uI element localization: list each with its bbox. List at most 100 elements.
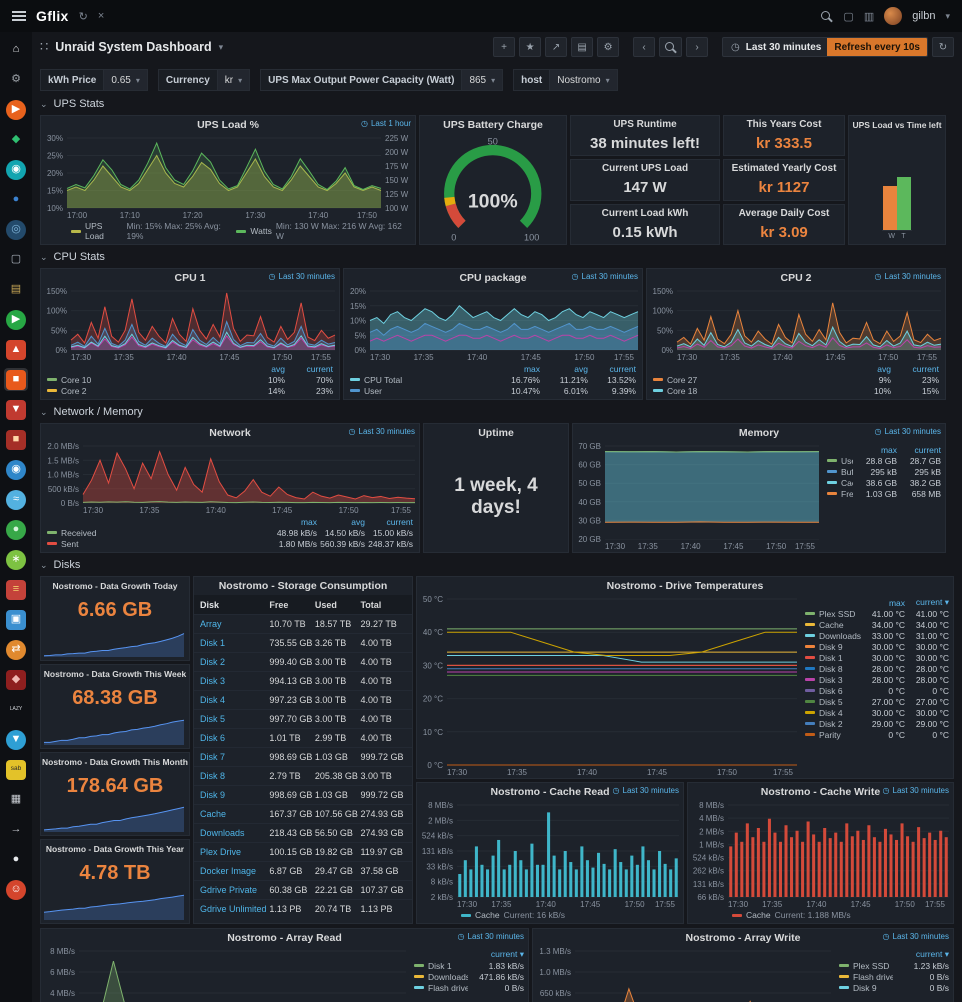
sidebar-item[interactable]: ∗: [4, 548, 28, 571]
sidebar-item[interactable]: ▦: [4, 788, 28, 811]
sidebar-item[interactable]: ≈: [4, 488, 28, 511]
legend-row[interactable]: Disk 3 28.00 °C 28.00 °C: [805, 674, 949, 685]
panel-header[interactable]: Nostromo - Array Write ◷ Last 30 minutes: [533, 929, 953, 947]
table-header-row[interactable]: Disk Free Used Total: [194, 595, 412, 614]
network-chart[interactable]: 0 B/s 500 kB/s 1.0 MB/s 1.5 MB/s 2.0 MB/s 17:…: [41, 442, 419, 516]
variable-value-dropdown[interactable]: kr ▾: [217, 69, 251, 91]
sidebar-item[interactable]: ◉: [4, 158, 28, 181]
sidebar-item[interactable]: ☺: [4, 878, 28, 901]
dashboards-grid-icon[interactable]: ∷: [40, 39, 49, 54]
legend-item[interactable]: UPS Load Min: 15% Max: 25% Avg: 19%: [71, 221, 236, 241]
legend-item[interactable]: Watts Min: 130 W Max: 216 W Avg: 162 W: [236, 221, 407, 241]
legend-row[interactable]: Plex SSD 41.00 °C 41.00 °C: [805, 608, 949, 619]
dashboard-action-button[interactable]: ★: [519, 37, 542, 57]
refresh-interval-label[interactable]: Refresh every 10s: [827, 38, 927, 56]
avatar[interactable]: [884, 7, 903, 25]
panel-header[interactable]: Uptime: [424, 424, 568, 442]
panel-header[interactable]: Nostromo - Array Read ◷ Last 30 minutes: [41, 929, 528, 947]
dashboard-action-button[interactable]: ▤: [571, 37, 594, 57]
variable-chip[interactable]: UPS Max Output Power Capacity (Watt) 865…: [260, 69, 504, 91]
panel-header[interactable]: Nostromo - Cache Write ◷ Last 30 minutes: [688, 783, 953, 801]
legend-row[interactable]: CPU Total 16.76% 11.21% 13.52%: [350, 374, 636, 385]
legend-row[interactable]: Disk 9 30.00 °C 30.00 °C: [805, 641, 949, 652]
cache-read-chart[interactable]: 2 kB/s 8 kB/s 33 kB/s 131 kB/s 524 kB/s 2 MB/…: [417, 801, 683, 910]
sidebar-item[interactable]: ⇄: [4, 638, 28, 661]
sidebar-item[interactable]: ◉: [4, 458, 28, 481]
panel-header[interactable]: UPS Load % ◷ Last 1 hour: [41, 116, 415, 134]
sidebar-item[interactable]: ◆: [4, 128, 28, 151]
cpu2-chart[interactable]: 0% 50% 100% 150% 17:30 17:35 17:40 17:45 17:50 17…: [647, 287, 945, 363]
row-header-disks[interactable]: ⌄ Disks: [40, 557, 954, 573]
panel-header[interactable]: CPU 2 ◷ Last 30 minutes: [647, 269, 945, 287]
sidebar-item[interactable]: ▼: [4, 728, 28, 751]
legend-item[interactable]: Cache Current: 1.188 MB/s: [732, 910, 851, 920]
dashboard-action-button[interactable]: ↗: [545, 37, 568, 57]
row-header-ups-stats[interactable]: ⌄ UPS Stats: [40, 96, 954, 112]
sidebar-item[interactable]: ▢: [4, 248, 28, 271]
time-back-button[interactable]: ‹: [633, 37, 656, 57]
array-read-chart[interactable]: 0 B/s2 MB/s4 MB/s6 MB/s8 MB/s: [41, 947, 410, 1002]
variable-value-dropdown[interactable]: 865 ▾: [462, 69, 504, 91]
time-forward-button[interactable]: ›: [686, 37, 709, 57]
legend-row[interactable]: Downloads 33.00 °C 31.00 °C: [805, 630, 949, 641]
playlist-refresh-icon[interactable]: ↻: [78, 10, 88, 23]
sidebar-item[interactable]: ■: [4, 428, 28, 451]
legend-row[interactable]: Core 27 9% 23%: [653, 374, 939, 385]
legend-row[interactable]: Disk 1 1.83 kB/s: [414, 960, 524, 971]
variable-chip[interactable]: Currency kr ▾: [157, 69, 251, 91]
legend-row[interactable]: Parity 0 °C 0 °C: [805, 729, 949, 740]
search-icon[interactable]: [820, 10, 833, 23]
sidebar-item[interactable]: ■: [4, 368, 28, 391]
legend-row[interactable]: Core 2 14% 23%: [47, 385, 333, 396]
sidebar-item[interactable]: LAZY: [4, 698, 28, 721]
legend-row[interactable]: Disk 8 28.00 °C 28.00 °C: [805, 663, 949, 674]
legend-row[interactable]: Flash drive 0 B/s: [839, 971, 949, 982]
row-header-network-memory[interactable]: ⌄ Network / Memory: [40, 404, 954, 420]
sidebar-item[interactable]: ⌂: [4, 38, 28, 61]
variable-value-dropdown[interactable]: Nostromo ▾: [550, 69, 618, 91]
panel-header[interactable]: Nostromo - Drive Temperatures: [417, 577, 953, 595]
sidebar-item[interactable]: ●: [4, 518, 28, 541]
panel-header[interactable]: Network ◷ Last 30 minutes: [41, 424, 419, 442]
legend-row[interactable]: Disk 2 29.00 °C 29.00 °C: [805, 718, 949, 729]
variable-chip[interactable]: kWh Price 0.65 ▾: [40, 69, 148, 91]
sidebar-item[interactable]: ●: [4, 188, 28, 211]
legend-row[interactable]: Core 18 10% 15%: [653, 385, 939, 396]
panel-header[interactable]: CPU package ◷ Last 30 minutes: [344, 269, 642, 287]
legend-row[interactable]: Downloads 471.86 kB/s: [414, 971, 524, 982]
sidebar-item[interactable]: ⚙: [4, 68, 28, 91]
battery-gauge[interactable]: 0 50 100 100%: [420, 134, 566, 244]
variable-chip[interactable]: host Nostromo ▾: [513, 69, 618, 91]
legend-item[interactable]: Cache Current: 16 kB/s: [461, 910, 565, 920]
playlist-close-icon[interactable]: ×: [97, 10, 105, 22]
legend-row[interactable]: Core 10 10% 70%: [47, 374, 333, 385]
sidebar-item[interactable]: ▤: [4, 278, 28, 301]
dashboard-action-button[interactable]: ⚙: [597, 37, 620, 57]
sidebar-item[interactable]: ◆: [4, 668, 28, 691]
legend-row[interactable]: Disk 4 30.00 °C 30.00 °C: [805, 707, 949, 718]
cache-write-chart[interactable]: 66 kB/s 131 kB/s 262 kB/s 524 kB/s 1 MB/s 2 M…: [688, 801, 953, 910]
sidebar-item[interactable]: ▲: [4, 338, 28, 361]
cpu-package-chart[interactable]: 0% 5% 10% 15% 20% 17:30 17:35 17:40 17:45 17:50 17…: [344, 287, 642, 363]
sidebar-item[interactable]: →: [4, 818, 28, 841]
ups-load-chart[interactable]: 10% 15% 20% 25% 30% 100 W 125 W 150 W 175 W 200 W…: [41, 134, 415, 221]
user-menu[interactable]: gilbn: [912, 10, 936, 22]
sidebar-item[interactable]: ▶: [4, 308, 28, 331]
sidebar-item[interactable]: ●: [4, 848, 28, 871]
fullscreen-icon[interactable]: ▢: [843, 10, 854, 23]
legend-row[interactable]: User 10.47% 6.01% 9.39%: [350, 385, 636, 396]
legend-row[interactable]: Disk 5 27.00 °C 27.00 °C: [805, 696, 949, 707]
legend-row[interactable]: Disk 1 30.00 °C 30.00 °C: [805, 652, 949, 663]
display-icon[interactable]: ▥: [863, 10, 875, 23]
dashboard-title[interactable]: Unraid System Dashboard: [55, 40, 212, 54]
menu-toggle-icon[interactable]: [12, 11, 26, 21]
cpu1-chart[interactable]: 0% 50% 100% 150% 17:30 17:35 17:40 17:45 17:50 17…: [41, 287, 339, 363]
drive-temps-chart[interactable]: 0 °C 10 °C 20 °C 30 °C 40 °C 50 °C 17:30 17:35 1…: [417, 595, 801, 778]
memory-chart[interactable]: 20 GB 30 GB 40 GB 50 GB 60 GB 70 GB 17:30 17:35…: [573, 442, 823, 552]
